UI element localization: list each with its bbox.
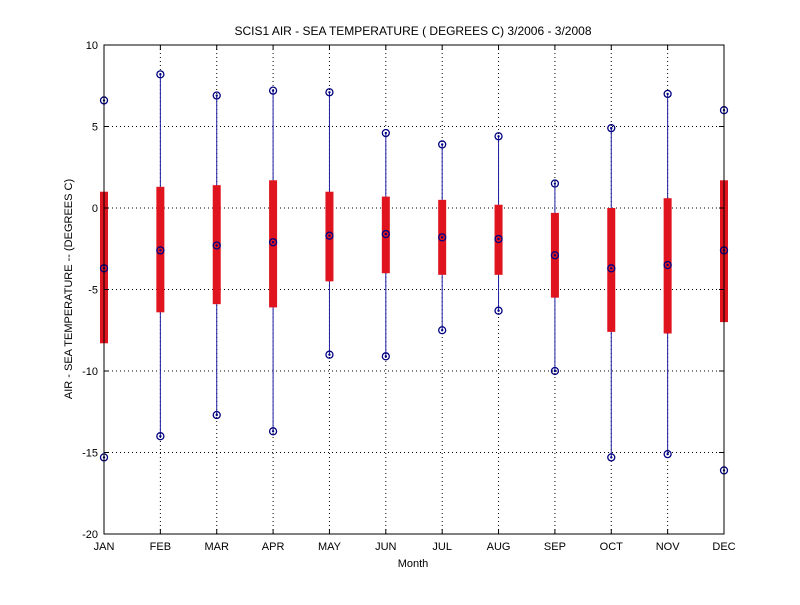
min-marker-apr <box>268 427 278 436</box>
max-marker-dot-feb <box>159 73 162 76</box>
max-marker-mar <box>212 91 221 100</box>
median-marker-may <box>325 231 334 240</box>
min-marker-dot-oct <box>610 456 613 459</box>
max-marker-nov <box>663 89 672 99</box>
x-tick-label: OCT <box>600 541 624 553</box>
max-marker-apr <box>268 86 278 95</box>
x-tick-label: DEC <box>712 541 735 553</box>
plot-area <box>99 70 729 475</box>
y-axis-label: AIR - SEA TEMPERATURE -- (DEGREES C) <box>63 179 75 399</box>
x-tick-label: JUL <box>432 541 452 553</box>
min-marker-may <box>325 350 334 359</box>
y-tick-label: 5 <box>92 122 98 134</box>
median-marker-apr <box>268 238 278 247</box>
x-tick-label: MAY <box>318 541 342 553</box>
median-marker-dot-nov <box>666 263 669 267</box>
x-tick-label: APR <box>262 541 285 553</box>
median-marker-oct <box>607 264 616 273</box>
max-marker-dot-aug <box>497 135 500 138</box>
box-oct <box>607 208 616 332</box>
max-marker-sep <box>550 179 560 188</box>
x-tick-label: FEB <box>150 541 171 553</box>
min-marker-feb <box>156 432 165 441</box>
min-marker-aug <box>494 306 503 315</box>
median-marker-aug <box>494 234 503 244</box>
y-tick-label: -15 <box>82 448 98 460</box>
min-marker-dot-feb <box>159 435 162 438</box>
max-marker-jun <box>381 128 390 138</box>
min-marker-dot-jun <box>384 355 388 358</box>
min-marker-dot-sep <box>553 369 557 373</box>
y-tick-label: -20 <box>82 529 98 541</box>
max-marker-dot-apr <box>271 89 275 92</box>
median-marker-feb <box>156 246 165 255</box>
median-marker-dot-may <box>328 234 331 237</box>
median-marker-dot-apr <box>271 241 275 244</box>
max-marker-dot-jun <box>384 131 388 135</box>
max-marker-dot-mar <box>215 94 218 97</box>
min-marker-sep <box>550 366 560 376</box>
min-marker-dot-jul <box>440 329 444 332</box>
x-tick-label: JAN <box>94 541 115 553</box>
x-tick-label: JUN <box>375 541 396 553</box>
min-marker-dot-mar <box>215 413 218 417</box>
median-marker-mar <box>212 241 221 250</box>
max-marker-may <box>325 88 334 97</box>
x-axis-label: Month <box>398 558 429 570</box>
min-marker-dot-apr <box>271 430 275 433</box>
min-marker-mar <box>212 410 221 420</box>
median-marker-dot-mar <box>215 244 218 247</box>
median-marker-dot-jun <box>384 232 388 236</box>
min-marker-nov <box>663 449 672 459</box>
max-marker-jul <box>438 140 447 149</box>
min-marker-dot-nov <box>666 452 669 456</box>
min-marker-jul <box>438 326 447 335</box>
max-marker-dot-nov <box>666 92 669 96</box>
max-marker-dot-sep <box>553 182 557 185</box>
median-marker-jun <box>381 229 390 239</box>
min-marker-dot-may <box>328 353 331 356</box>
y-tick-label: 10 <box>86 40 98 52</box>
max-marker-dot-oct <box>610 126 613 130</box>
max-marker-feb <box>156 70 165 79</box>
median-marker-nov <box>663 260 672 270</box>
y-tick-label: -10 <box>82 366 98 378</box>
x-tick-label: SEP <box>544 541 566 553</box>
median-marker-dot-oct <box>610 267 613 270</box>
median-marker-jul <box>438 233 447 242</box>
y-tick-label: 0 <box>92 203 98 215</box>
box-apr <box>269 180 278 308</box>
y-tick-label: -5 <box>88 285 98 297</box>
min-marker-oct <box>607 453 616 462</box>
max-marker-dot-may <box>328 91 331 94</box>
x-tick-label: NOV <box>656 541 681 553</box>
chart-title: SCIS1 AIR - SEA TEMPERATURE ( DEGREES C)… <box>234 24 591 38</box>
max-marker-dot-jul <box>440 143 444 146</box>
max-marker-aug <box>494 132 503 141</box>
median-marker-dot-aug <box>497 237 500 241</box>
min-marker-jun <box>381 352 390 361</box>
x-tick-label: MAR <box>205 541 230 553</box>
axis-ticks: -20 -15 -10 -5 0 5 10 JAN FEB MAR APR MAY JUN JUL AUG S… <box>82 40 736 553</box>
median-marker-dot-sep <box>553 254 557 257</box>
min-marker-dot-aug <box>497 309 500 312</box>
grid-lines <box>104 45 724 534</box>
x-tick-label: AUG <box>487 541 511 553</box>
max-marker-oct <box>607 123 616 133</box>
median-marker-dot-jul <box>440 236 444 239</box>
median-marker-sep <box>550 251 560 260</box>
median-marker-dot-feb <box>159 249 162 252</box>
